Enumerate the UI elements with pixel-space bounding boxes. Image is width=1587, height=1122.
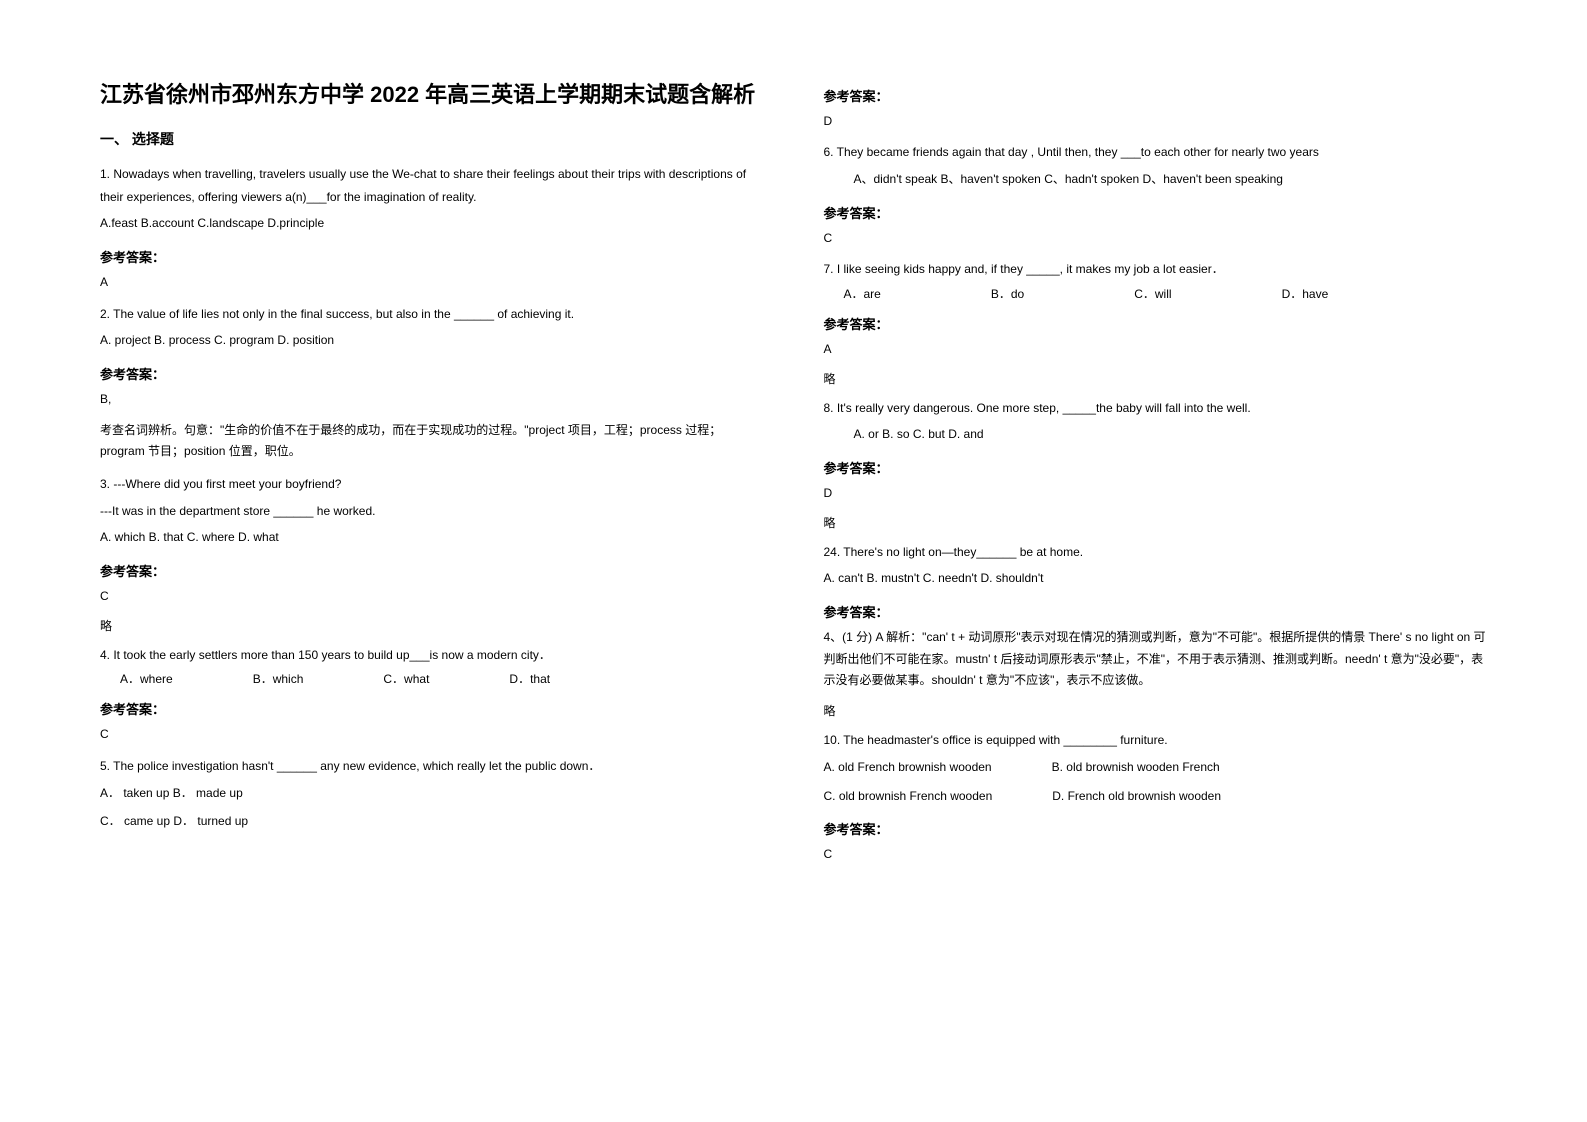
q4-options: A．where B．which C．what D．that [100,670,764,687]
q10-optD: D. French old brownish wooden [1052,785,1221,808]
q10-answer-label: 参考答案： [824,819,1488,838]
right-column: 参考答案： D 6. They became friends again tha… [824,80,1488,1082]
q6-answer: C [824,228,1488,248]
q3-brief: 略 [100,617,764,634]
q1-options: A.feast B.account C.landscape D.principl… [100,212,764,235]
q7-brief: 略 [824,370,1488,387]
q5-options1: A． taken up B． made up [100,782,764,805]
q8-answer-label: 参考答案： [824,458,1488,477]
q2-answer: B, [100,389,764,409]
q5-answer-label: 参考答案： [824,86,1488,105]
q10-optA: A. old French brownish wooden [824,756,992,779]
q8-options: A. or B. so C. but D. and [824,423,1488,446]
q7-optD: D．have [1282,285,1329,302]
q5-text: 5. The police investigation hasn't _____… [100,755,764,778]
q3-answer: C [100,586,764,606]
q10-line1: A. old French brownish wooden B. old bro… [824,756,1488,779]
q2-answer-label: 参考答案： [100,364,764,383]
left-column: 江苏省徐州市邳州东方中学 2022 年高三英语上学期期末试题含解析 一、 选择题… [100,80,764,1082]
q6-options: A、didn't speak B、haven't spoken C、hadn't… [824,168,1488,191]
q9-options: A. can't B. mustn't C. needn't D. should… [824,567,1488,590]
q1-text: 1. Nowadays when travelling, travelers u… [100,163,764,209]
q7-options: A．are B．do C．will D．have [824,285,1488,302]
q1-answer: A [100,272,764,292]
q10-answer: C [824,844,1488,864]
q4-optB: B．which [253,670,304,687]
page-title: 江苏省徐州市邳州东方中学 2022 年高三英语上学期期末试题含解析 [100,80,764,111]
q10-line2: C. old brownish French wooden D. French … [824,785,1488,808]
q9-answer-label: 参考答案： [824,602,1488,621]
q4-answer: C [100,724,764,744]
q2-explain: 考查名词辨析。句意："生命的价值不在于最终的成功，而在于实现成功的过程。"pro… [100,420,764,463]
q10-optB: B. old brownish wooden French [1052,756,1220,779]
q4-optC: C．what [383,670,429,687]
q8-brief: 略 [824,514,1488,531]
q4-optD: D．that [509,670,550,687]
q7-text: 7. I like seeing kids happy and, if they… [824,258,1488,281]
q4-text: 4. It took the early settlers more than … [100,644,764,667]
q5-answer: D [824,111,1488,131]
q3-options: A. which B. that C. where D. what [100,526,764,549]
q4-optA: A．where [120,670,173,687]
q6-text: 6. They became friends again that day , … [824,141,1488,164]
q6-answer-label: 参考答案： [824,203,1488,222]
q5-options2: C． came up D． turned up [100,810,764,833]
q9-brief: 略 [824,702,1488,719]
q3-text2: ---It was in the department store ______… [100,500,764,523]
q4-answer-label: 参考答案： [100,699,764,718]
q3-answer-label: 参考答案： [100,561,764,580]
q10-text: 10. The headmaster's office is equipped … [824,729,1488,752]
q7-optC: C．will [1134,285,1171,302]
q2-options: A. project B. process C. program D. posi… [100,329,764,352]
q7-answer: A [824,339,1488,359]
section-header: 一、 选择题 [100,129,764,149]
q8-text: 8. It's really very dangerous. One more … [824,397,1488,420]
q2-text: 2. The value of life lies not only in th… [100,303,764,326]
q10-optC: C. old brownish French wooden [824,785,993,808]
q9-explain: 4、(1 分) A 解析："can' t + 动词原形"表示对现在情况的猜测或判… [824,627,1488,692]
q9-text: 24. There's no light on—they______ be at… [824,541,1488,564]
q7-optA: A．are [844,285,881,302]
q8-answer: D [824,483,1488,503]
q7-answer-label: 参考答案： [824,314,1488,333]
q7-optB: B．do [991,285,1024,302]
q1-answer-label: 参考答案： [100,247,764,266]
q3-text1: 3. ---Where did you first meet your boyf… [100,473,764,496]
